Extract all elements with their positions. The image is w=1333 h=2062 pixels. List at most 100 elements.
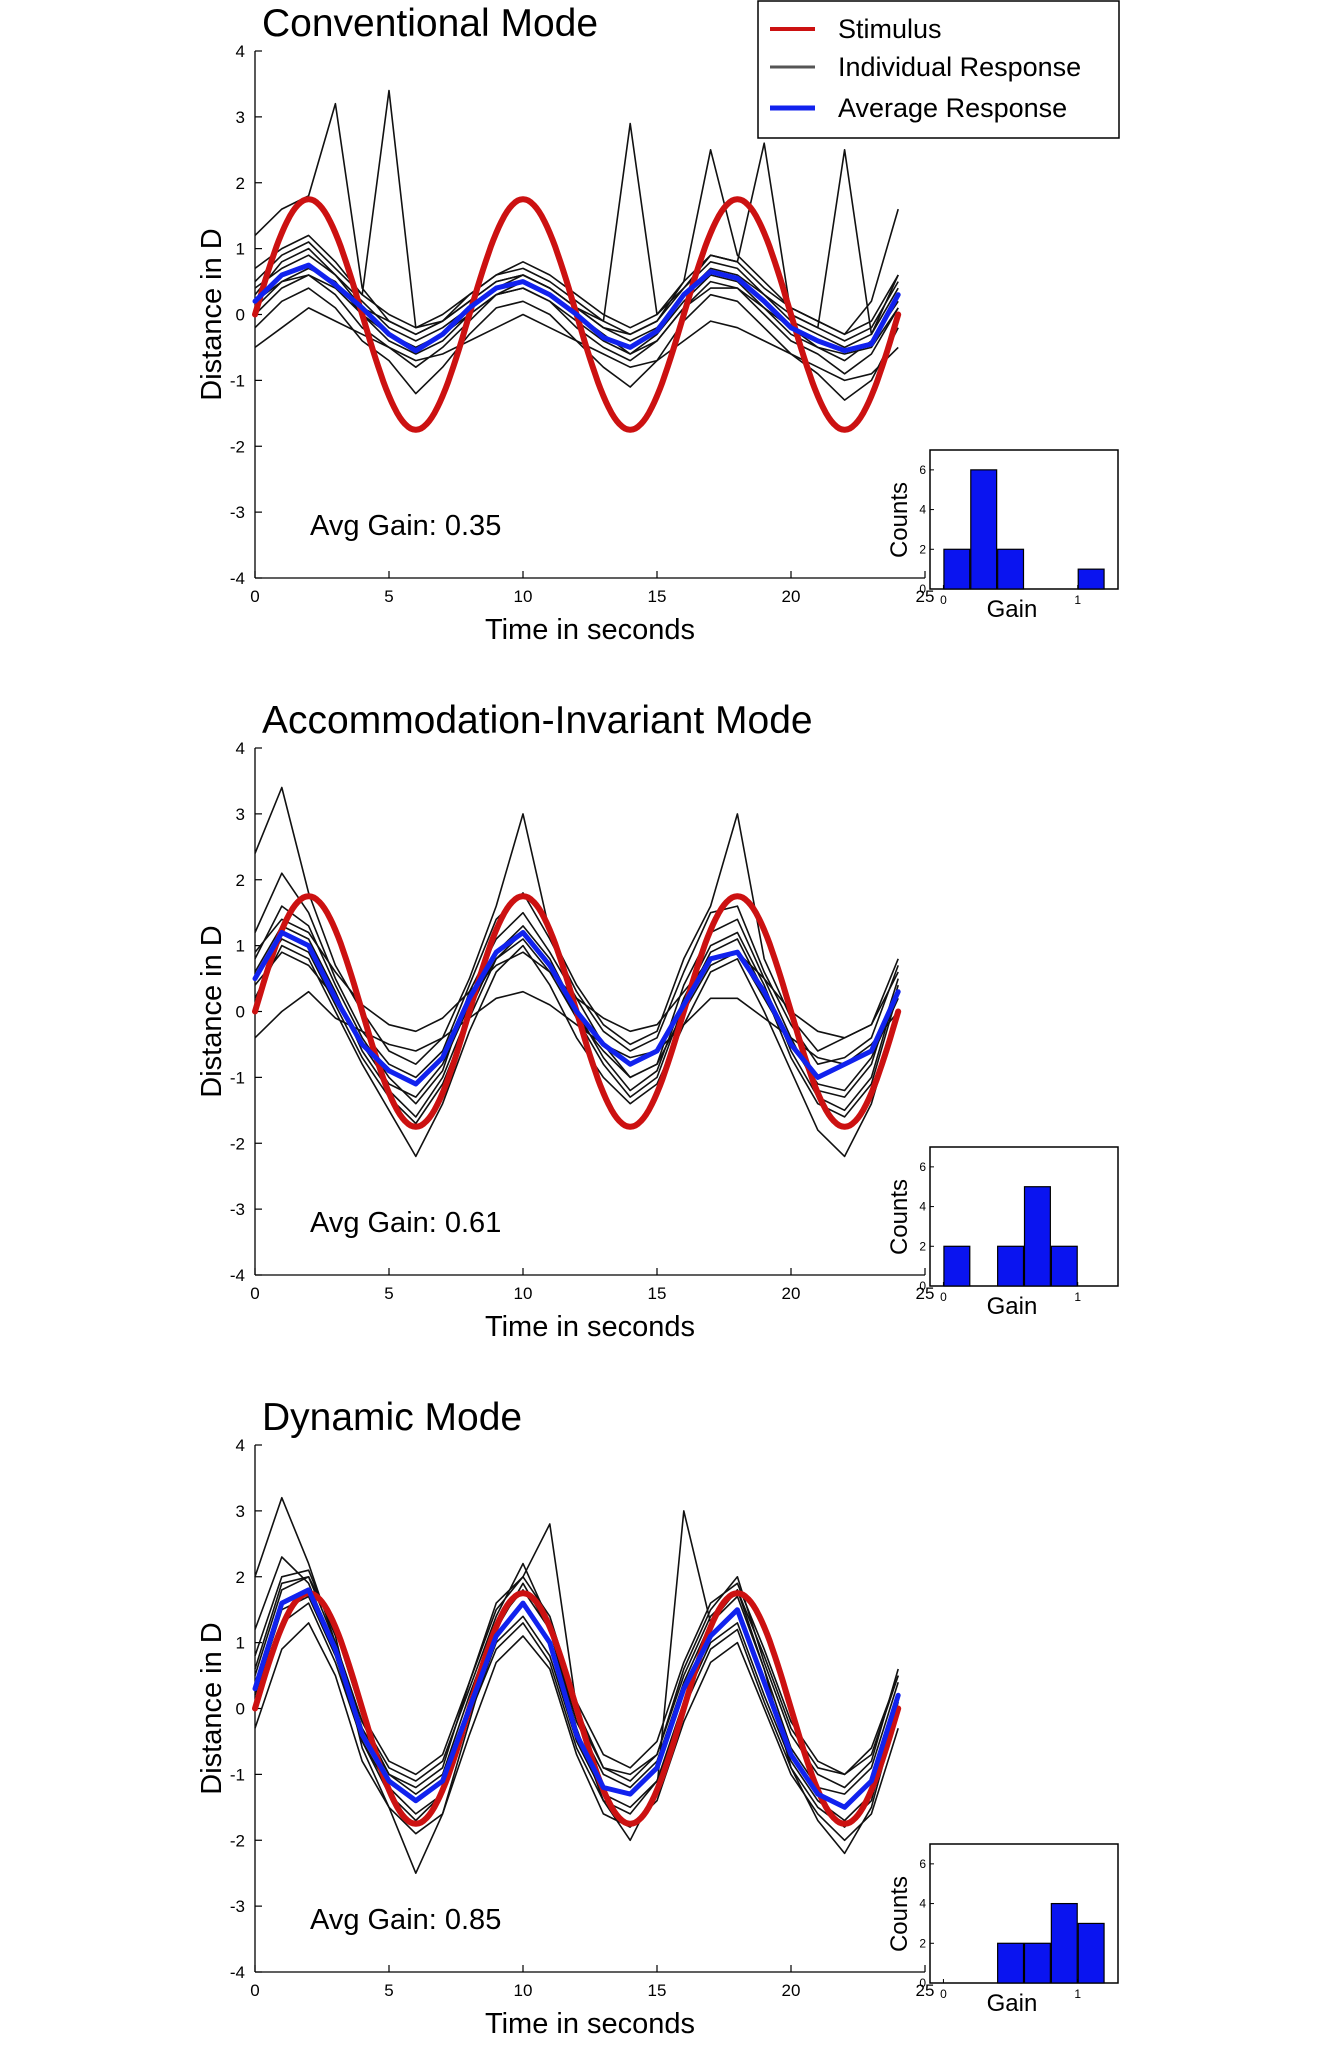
inset-x-tick-label: 1 <box>1074 1290 1081 1304</box>
gain-histogram-inset: 0 2 4 6 0 1 Gain Counts <box>886 1146 1119 1320</box>
y-tick-label: -2 <box>230 1831 245 1850</box>
histogram-bar <box>997 548 1025 590</box>
inset-y-tick-label: 0 <box>919 582 926 596</box>
x-tick-label: 15 <box>648 1284 667 1303</box>
y-tick-label: 0 <box>236 1003 245 1022</box>
y-tick-label: 3 <box>236 1502 245 1521</box>
stimulus-line <box>252 1590 902 1827</box>
x-axis-label: Time in seconds <box>485 1311 695 1343</box>
histogram-bar <box>1077 1922 1105 1984</box>
inset-y-tick-label: 2 <box>919 1936 926 1950</box>
y-tick-label: -3 <box>230 1200 245 1219</box>
inset-y-tick-label: 2 <box>919 1239 926 1253</box>
x-tick-label: 25 <box>916 587 935 606</box>
y-tick-label: 1 <box>236 937 245 956</box>
individual-response-line <box>254 274 899 375</box>
legend-entry-label: Average Response <box>838 93 1067 123</box>
x-tick-label: 15 <box>648 1981 667 2000</box>
chart-panel-2: Accommodation-Invariant Mode -4 -3 -2 -1 0 1 2 3… <box>196 699 1119 1343</box>
histogram-bar <box>1023 1186 1051 1287</box>
individual-response-line <box>254 944 899 1158</box>
y-tick-label: 0 <box>236 306 245 325</box>
inset-x-axis-label: Gain <box>987 596 1038 623</box>
histogram-bar <box>970 469 998 590</box>
chart-title: Conventional Mode <box>262 2 598 45</box>
inset-x-tick-label: 0 <box>940 593 947 607</box>
y-tick-label: 2 <box>236 871 245 890</box>
inset-y-tick-label: 2 <box>919 542 926 556</box>
y-tick-label: -1 <box>230 371 245 390</box>
inset-y-tick-label: 4 <box>919 503 926 517</box>
histogram-bar <box>1050 1245 1078 1287</box>
inset-y-tick-label: 6 <box>919 1857 926 1871</box>
x-tick-label: 25 <box>916 1981 935 2000</box>
average-response-line <box>252 262 901 354</box>
y-tick-label: -4 <box>230 1266 245 1285</box>
inset-x-tick-label: 0 <box>940 1290 947 1304</box>
y-tick-label: 4 <box>236 1436 245 1455</box>
legend-box <box>757 0 1120 139</box>
inset-x-tick-label: 1 <box>1074 1987 1081 2001</box>
individual-response-line <box>254 1622 899 1842</box>
y-tick-label: -4 <box>230 569 245 588</box>
inset-x-axis-label: Gain <box>987 1293 1038 1320</box>
y-tick-label: -1 <box>230 1765 245 1784</box>
y-tick-label: -1 <box>230 1068 245 1087</box>
x-tick-label: 25 <box>916 1284 935 1303</box>
avg-gain-annotation: Avg Gain: 0.85 <box>310 1904 501 1936</box>
histogram-bar <box>997 1245 1025 1287</box>
x-tick-label: 0 <box>250 1981 259 2000</box>
avg-gain-annotation: Avg Gain: 0.35 <box>310 510 501 542</box>
x-tick-label: 20 <box>782 587 801 606</box>
inset-y-tick-label: 6 <box>919 463 926 477</box>
x-axis-label: Time in seconds <box>485 2008 695 2040</box>
individual-response-line <box>254 1595 899 1828</box>
histogram-bar <box>943 1245 971 1287</box>
x-tick-label: 5 <box>384 587 393 606</box>
x-tick-label: 0 <box>250 1284 259 1303</box>
legend-entry-label: Stimulus <box>838 14 942 44</box>
histogram-bar <box>1050 1902 1078 1984</box>
y-tick-label: 2 <box>236 1568 245 1587</box>
avg-gain-annotation: Avg Gain: 0.61 <box>310 1207 501 1239</box>
inset-y-tick-label: 0 <box>919 1279 926 1293</box>
individual-response-line <box>254 872 899 1079</box>
histogram-bar <box>1077 568 1105 590</box>
x-tick-label: 10 <box>514 587 533 606</box>
y-tick-label: 1 <box>236 240 245 259</box>
x-tick-label: 20 <box>782 1284 801 1303</box>
y-axis-label: Distance in D <box>196 925 228 1097</box>
y-tick-label: -4 <box>230 1963 245 1982</box>
average-response-line <box>252 930 901 1087</box>
y-tick-label: 1 <box>236 1634 245 1653</box>
inset-y-tick-label: 0 <box>919 1976 926 1990</box>
inset-y-tick-label: 6 <box>919 1160 926 1174</box>
y-tick-label: -2 <box>230 1134 245 1153</box>
inset-y-axis-label: Counts <box>886 1876 913 1952</box>
histogram-bar <box>943 548 971 590</box>
y-tick-label: 0 <box>236 1700 245 1719</box>
inset-x-tick-label: 1 <box>1074 593 1081 607</box>
y-tick-label: 3 <box>236 108 245 127</box>
chart-title: Dynamic Mode <box>262 1396 522 1439</box>
y-tick-label: -3 <box>230 503 245 522</box>
individual-response-line <box>254 307 899 382</box>
individual-response-line <box>254 1576 899 1795</box>
histogram-bar <box>1023 1942 1051 1984</box>
x-tick-label: 15 <box>648 587 667 606</box>
gain-histogram-inset: 0 2 4 6 0 1 Gain Counts <box>886 449 1119 623</box>
y-tick-label: -2 <box>230 437 245 456</box>
inset-y-tick-label: 4 <box>919 1200 926 1214</box>
x-tick-label: 5 <box>384 1284 393 1303</box>
y-axis-label: Distance in D <box>196 1622 228 1794</box>
gain-histogram-inset: 0 2 4 6 0 1 Gain Counts <box>886 1843 1119 2017</box>
x-tick-label: 0 <box>250 587 259 606</box>
inset-x-axis-label: Gain <box>987 1990 1038 2017</box>
x-axis-label: Time in seconds <box>485 614 695 646</box>
y-tick-label: 4 <box>236 739 245 758</box>
histogram-bar <box>997 1942 1025 1984</box>
y-tick-label: -3 <box>230 1897 245 1916</box>
average-response-line <box>252 1587 901 1810</box>
